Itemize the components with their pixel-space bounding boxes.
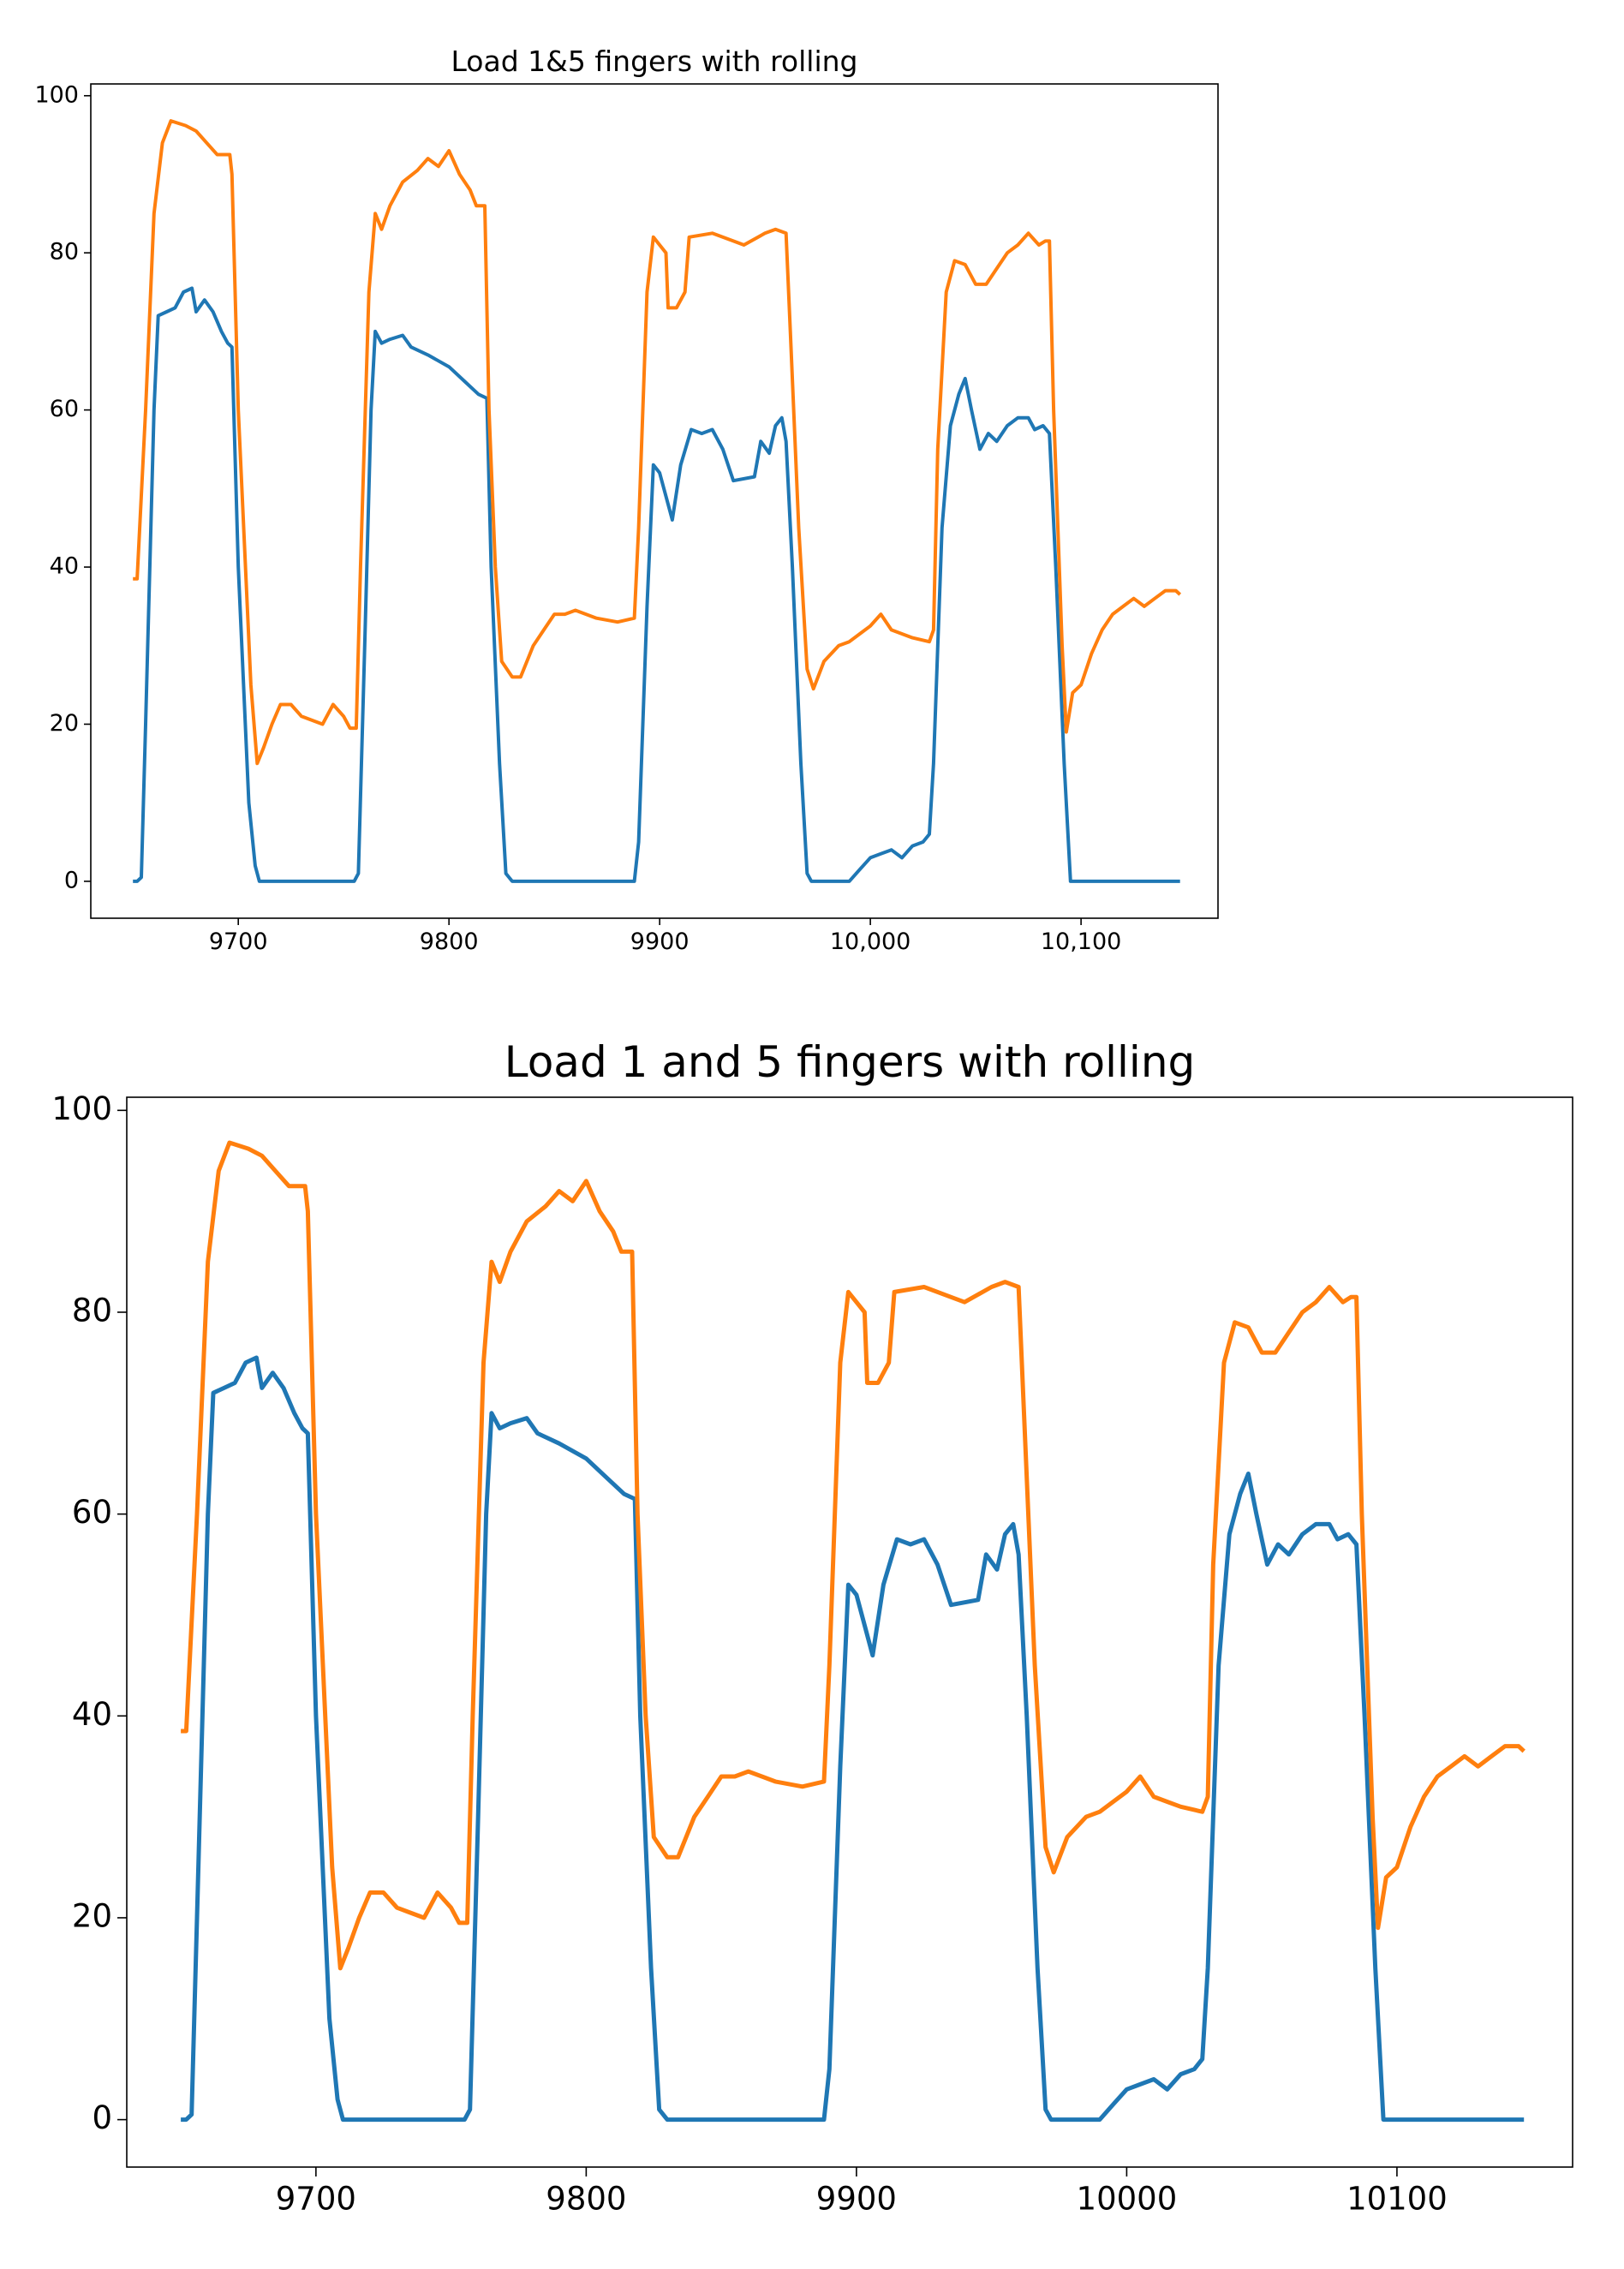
x-tick-label: 9900: [630, 928, 690, 955]
plot-frame: [126, 1096, 1573, 2168]
y-tick-label: 80: [72, 1292, 112, 1329]
y-tick-label: 40: [50, 553, 79, 580]
y-tick-label: 60: [50, 396, 79, 422]
x-tick-label: 10,000: [830, 928, 911, 955]
data-line: [133, 119, 1182, 766]
y-tick-label: 80: [50, 239, 79, 266]
y-tick-label: 60: [72, 1494, 112, 1531]
x-tick-label: 9700: [209, 928, 268, 955]
y-tick-label: 20: [72, 1897, 112, 1934]
data-line: [181, 1140, 1525, 1971]
y-tick-label: 100: [34, 81, 79, 108]
x-tick-label: 9800: [546, 2180, 626, 2217]
y-tick-label: 40: [72, 1696, 112, 1733]
chart-title: Load 1&5 fingers with rolling: [451, 45, 858, 78]
x-tick-label: 9800: [420, 928, 479, 955]
x-tick-label: 10100: [1346, 2180, 1448, 2217]
x-tick-label: 10000: [1077, 2180, 1178, 2217]
y-tick-label: 0: [92, 2099, 112, 2136]
x-tick-label: 9700: [276, 2180, 356, 2217]
data-line: [181, 1355, 1525, 2123]
data-line: [133, 286, 1180, 883]
x-tick-label: 10,100: [1041, 928, 1121, 955]
x-tick-label: 9900: [816, 2180, 897, 2217]
y-tick-label: 20: [50, 710, 79, 737]
y-tick-label: 0: [64, 867, 79, 893]
chart-title: Load 1 and 5 fingers with rolling: [505, 1037, 1196, 1087]
y-tick-label: 100: [51, 1090, 112, 1127]
plot-frame: [90, 83, 1219, 919]
